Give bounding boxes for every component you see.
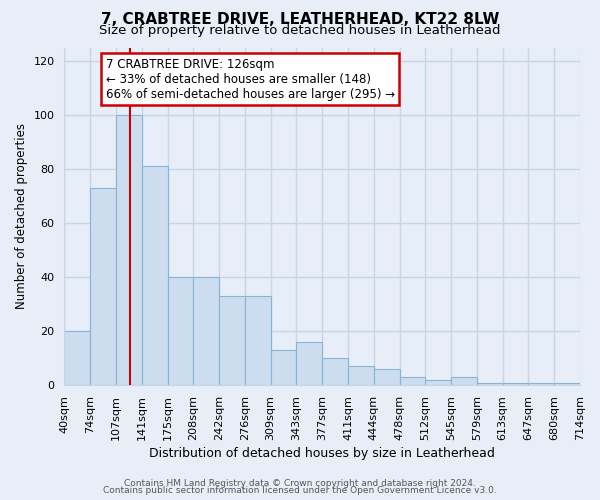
Bar bbox=[142, 166, 167, 385]
Bar bbox=[167, 277, 193, 385]
Bar bbox=[477, 382, 503, 385]
Bar bbox=[554, 382, 580, 385]
Bar bbox=[245, 296, 271, 385]
Bar bbox=[219, 296, 245, 385]
Text: Contains public sector information licensed under the Open Government Licence v3: Contains public sector information licen… bbox=[103, 486, 497, 495]
X-axis label: Distribution of detached houses by size in Leatherhead: Distribution of detached houses by size … bbox=[149, 447, 495, 460]
Bar bbox=[322, 358, 348, 385]
Text: Size of property relative to detached houses in Leatherhead: Size of property relative to detached ho… bbox=[99, 24, 501, 37]
Text: Contains HM Land Registry data © Crown copyright and database right 2024.: Contains HM Land Registry data © Crown c… bbox=[124, 478, 476, 488]
Bar bbox=[64, 331, 90, 385]
Y-axis label: Number of detached properties: Number of detached properties bbox=[15, 124, 28, 310]
Bar bbox=[90, 188, 116, 385]
Bar bbox=[374, 369, 400, 385]
Bar bbox=[400, 377, 425, 385]
Bar bbox=[348, 366, 374, 385]
Bar bbox=[451, 377, 477, 385]
Bar bbox=[271, 350, 296, 385]
Bar bbox=[529, 382, 554, 385]
Text: 7 CRABTREE DRIVE: 126sqm
← 33% of detached houses are smaller (148)
66% of semi-: 7 CRABTREE DRIVE: 126sqm ← 33% of detach… bbox=[106, 58, 395, 100]
Bar bbox=[503, 382, 529, 385]
Bar bbox=[425, 380, 451, 385]
Bar bbox=[116, 115, 142, 385]
Text: 7, CRABTREE DRIVE, LEATHERHEAD, KT22 8LW: 7, CRABTREE DRIVE, LEATHERHEAD, KT22 8LW bbox=[101, 12, 499, 28]
Bar bbox=[296, 342, 322, 385]
Bar bbox=[193, 277, 219, 385]
